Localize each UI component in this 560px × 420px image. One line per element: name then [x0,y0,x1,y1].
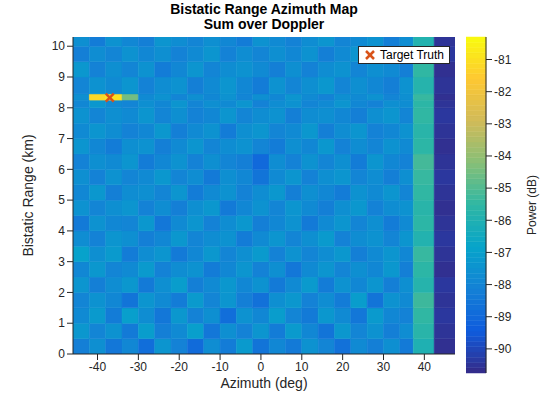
svg-text:30: 30 [377,360,391,374]
svg-text:1: 1 [58,316,65,330]
svg-text:2: 2 [58,286,65,300]
svg-text:-85: -85 [494,181,512,195]
svg-text:-87: -87 [494,246,512,260]
svg-text:-89: -89 [494,310,512,324]
svg-text:7: 7 [58,132,65,146]
svg-text:6: 6 [58,163,65,177]
svg-text:5: 5 [58,193,65,207]
svg-text:0: 0 [58,347,65,361]
svg-text:20: 20 [336,360,350,374]
svg-text:-88: -88 [494,278,512,292]
svg-text:0: 0 [258,360,265,374]
svg-text:-81: -81 [494,53,512,67]
html-text:Target Truth: Target Truth [380,48,444,62]
svg-text:4: 4 [58,224,65,238]
svg-text:-40: -40 [89,360,107,374]
svg-text:9: 9 [58,70,65,84]
svg-text:-86: -86 [494,214,512,228]
html-text:Bistatic Range Azimuth Map: Bistatic Range Azimuth Map [170,1,358,17]
html-text:Sum over Doppler: Sum over Doppler [203,16,325,32]
svg-text:-82: -82 [494,85,512,99]
svg-text:Bistatic Range (km): Bistatic Range (km) [20,134,36,256]
svg-text:3: 3 [58,255,65,269]
svg-text:-83: -83 [494,117,512,131]
svg-text:10: 10 [52,39,66,53]
svg-text:8: 8 [58,101,65,115]
svg-text:Power (dB): Power (dB) [525,175,539,235]
svg-text:-90: -90 [494,342,512,356]
svg-text:-20: -20 [171,360,189,374]
svg-text:40: 40 [418,360,432,374]
svg-text:10: 10 [295,360,309,374]
svg-text:-10: -10 [211,360,229,374]
svg-text:-84: -84 [494,149,512,163]
svg-text:Azimuth (deg): Azimuth (deg) [220,375,307,391]
svg-text:-30: -30 [130,360,148,374]
